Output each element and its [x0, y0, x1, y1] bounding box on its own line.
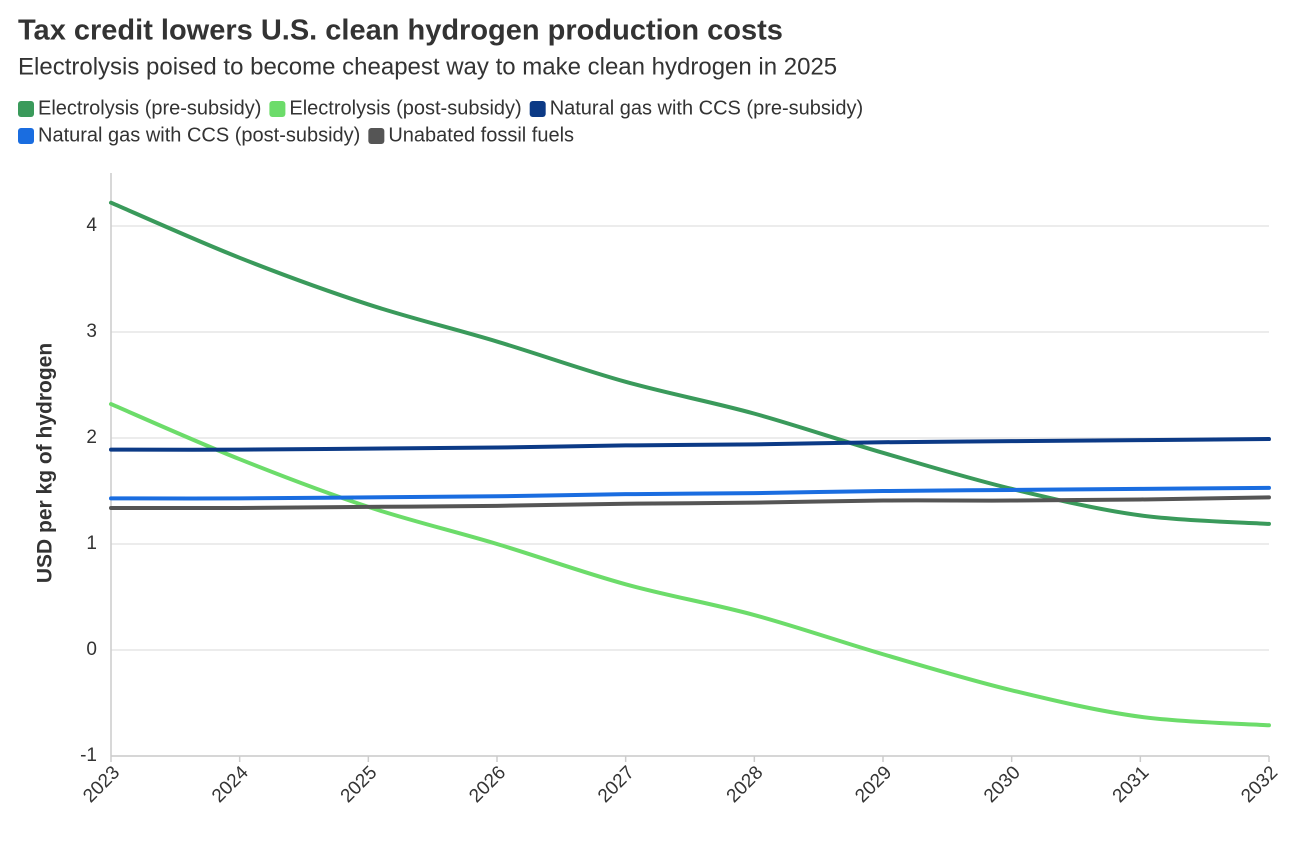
- y-tick-label: 3: [86, 321, 97, 342]
- y-tick-label: 4: [86, 215, 97, 236]
- legend-marker: [269, 101, 286, 117]
- legend-label: Natural gas with CCS (pre-subsidy): [550, 97, 863, 119]
- series-line: [109, 485, 1271, 501]
- y-tick-label: -1: [80, 745, 97, 766]
- legend-label: Electrolysis (post-subsidy): [289, 97, 521, 119]
- y-axis-label: USD per kg of hydrogen: [34, 343, 57, 583]
- x-tick-label: 2032: [1237, 762, 1282, 807]
- legend-marker: [18, 101, 34, 117]
- legend-label: Natural gas with CCS (post-subsidy): [38, 124, 360, 146]
- legend-marker: [368, 128, 385, 144]
- x-tick-label: 2026: [465, 762, 510, 807]
- series-line: [109, 200, 1271, 526]
- x-tick-label: 2030: [980, 762, 1025, 807]
- legend-label: Electrolysis (pre-subsidy): [38, 97, 261, 119]
- x-tick-label: 2029: [851, 762, 896, 807]
- x-tick-label: 2023: [79, 762, 124, 807]
- series-line: [109, 437, 1271, 452]
- chart-title: Tax credit lowers U.S. clean hydrogen pr…: [18, 15, 783, 47]
- y-tick-label: 2: [86, 427, 97, 448]
- series-line: [109, 402, 1271, 728]
- chart-subtitle: Electrolysis poised to become cheapest w…: [18, 53, 837, 80]
- y-tick-label: 1: [86, 533, 97, 554]
- legend-marker: [529, 101, 546, 117]
- series-line: [109, 495, 1271, 511]
- x-tick-label: 2024: [208, 762, 253, 807]
- x-tick-label: 2031: [1109, 762, 1154, 807]
- x-tick-label: 2025: [337, 762, 382, 807]
- y-tick-label: 0: [86, 639, 97, 660]
- legend-marker: [18, 128, 34, 144]
- legend-label: Unabated fossil fuels: [388, 124, 574, 146]
- x-tick-label: 2027: [594, 762, 639, 807]
- x-tick-label: 2028: [723, 762, 768, 807]
